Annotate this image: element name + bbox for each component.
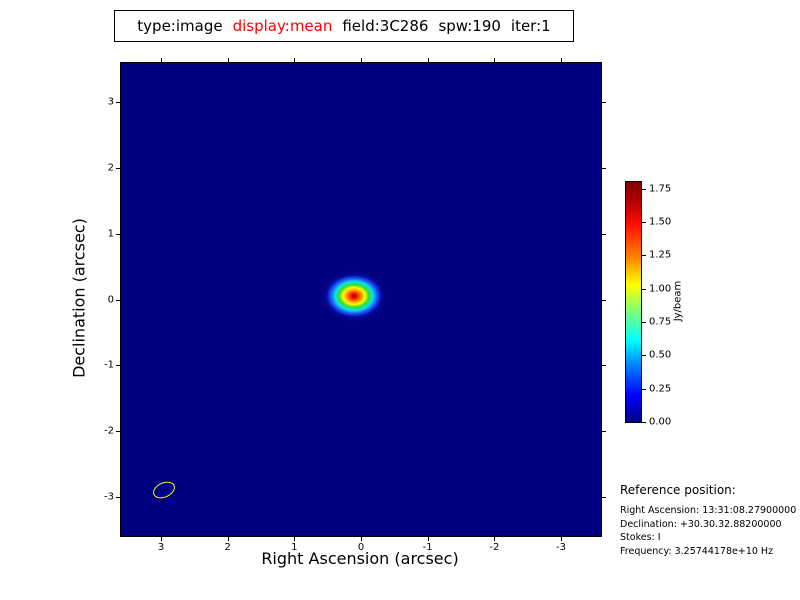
y-tick-mark: [602, 496, 606, 498]
reference-heading: Reference position:: [620, 483, 736, 497]
colorbar-tick-mark: [642, 188, 646, 190]
colorbar-tick-mark: [642, 322, 646, 323]
x-tick-mark: [494, 58, 496, 62]
y-tick-label: -1: [104, 359, 114, 371]
colorbar-tick-label: 0.00: [649, 416, 672, 428]
x-tick-mark: [561, 58, 562, 62]
beam-ellipse: [150, 478, 178, 502]
x-tick-label: 0: [357, 542, 365, 553]
y-tick-mark: [116, 365, 120, 367]
x-tick-mark: [427, 537, 429, 541]
colorbar-tick-label: 1.00: [649, 283, 672, 295]
y-tick-mark: [116, 299, 120, 301]
colorbar-tick-label: 1.50: [649, 216, 672, 228]
colorbar: 1.75 1.50 1.25 1.00 0.75 0.50 0.25 0.00: [625, 181, 671, 428]
x-tick-mark: [361, 537, 362, 541]
x-tick-mark: [561, 537, 562, 541]
colorbar-tick-mark: [642, 422, 646, 423]
source-blob: [321, 271, 388, 322]
title-segment: display:mean: [232, 17, 333, 35]
y-tick-label: -3: [104, 491, 114, 503]
y-tick-mark: [602, 299, 606, 301]
y-tick-mark: [116, 233, 120, 235]
x-tick-label: -1: [422, 542, 433, 553]
y-axis-label: Declination (arcsec): [69, 218, 89, 378]
x-tick-mark: [161, 58, 162, 62]
y-tick-label: 0: [107, 294, 114, 305]
title-segment: field:3C286: [342, 17, 429, 35]
plot-title-box: type:image display:mean field:3C286 spw:190…: [114, 10, 574, 42]
x-tick-label: -2: [489, 542, 500, 553]
y-tick-label: 1: [107, 228, 114, 240]
y-tick-mark: [116, 102, 120, 104]
reference-stokes: Stokes: I: [620, 532, 661, 543]
y-tick-label: -2: [104, 425, 114, 437]
colorbar-tick-label: 0.50: [649, 349, 672, 361]
colorbar-tick-mark: [642, 222, 646, 223]
colorbar-unit-label: Jy/beam: [672, 280, 684, 322]
y-tick-mark: [116, 168, 120, 170]
x-tick-mark: [227, 58, 229, 62]
title-segment: iter:1: [510, 17, 551, 35]
y-tick-mark: [602, 430, 606, 432]
x-tick-mark: [227, 537, 229, 541]
reference-position-block: Reference position: Right Ascension: 13:…: [620, 483, 796, 558]
colorbar-tick-mark: [642, 355, 646, 357]
reference-right-ascension: Right Ascension: 13:31:08.27900000: [620, 505, 797, 516]
y-tick-label: 3: [107, 96, 114, 108]
x-tick-mark: [427, 58, 429, 62]
x-tick-label: 1: [291, 542, 298, 553]
colorbar-tick-label: 1.25: [649, 249, 672, 261]
colorbar-tick-mark: [642, 288, 646, 290]
x-tick-mark: [294, 537, 296, 541]
y-tick-mark: [602, 365, 606, 367]
x-tick-label: 2: [224, 542, 231, 553]
x-tick-mark: [294, 58, 296, 62]
x-axis-label: Right Ascension (arcsec): [261, 549, 459, 568]
title-segment: spw:190: [438, 17, 501, 35]
reference-frequency: Frequency: 3.25744178e+10 Hz: [620, 545, 774, 557]
y-tick-mark: [602, 102, 606, 104]
colorbar-tick-label: 0.25: [649, 383, 672, 395]
reference-declination: Declination: +30.30.32.88200000: [620, 518, 782, 530]
y-tick-label: 2: [107, 162, 114, 174]
x-tick-mark: [361, 58, 362, 62]
title-segment: type:image: [137, 17, 223, 35]
y-tick-mark: [116, 430, 120, 432]
colorbar-tick-label: 0.75: [649, 316, 672, 328]
colorbar-tick-mark: [642, 388, 646, 390]
y-tick-mark: [116, 496, 120, 498]
y-tick-mark: [602, 168, 606, 170]
y-tick-mark: [602, 233, 606, 235]
colorbar-tick-mark: [642, 255, 646, 257]
plot-area: 3 2 1 0 -1 -2 -3 3 2 1 0 -1 -2 -3: [104, 58, 606, 553]
x-tick-label: -3: [556, 542, 566, 553]
x-tick-label: 3: [157, 542, 165, 553]
x-tick-mark: [161, 537, 162, 541]
x-tick-mark: [494, 537, 496, 541]
colorbar-tick-label: 1.75: [649, 183, 672, 195]
